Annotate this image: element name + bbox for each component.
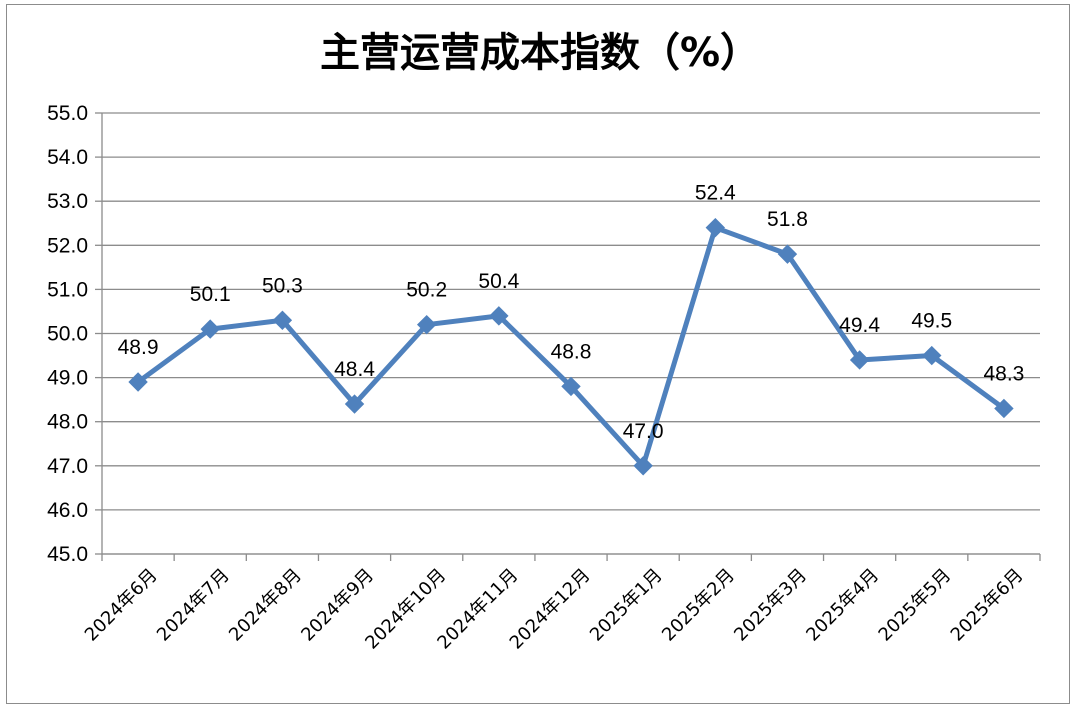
y-tick-label: 48.0 <box>47 411 88 434</box>
data-label: 48.8 <box>551 340 592 363</box>
data-label: 47.0 <box>623 420 664 443</box>
data-point-marker <box>705 217 726 238</box>
x-tick-label: 2025年1月 <box>586 565 667 646</box>
x-tick-label: 2025年2月 <box>658 565 739 646</box>
data-point-marker <box>994 398 1014 419</box>
data-point-marker <box>849 350 870 370</box>
data-point-marker <box>777 244 798 264</box>
data-point-marker <box>128 372 148 392</box>
data-label: 48.9 <box>118 336 159 359</box>
chart-title: 主营运营成本指数（%） <box>320 30 760 76</box>
y-tick-label: 45.0 <box>47 543 88 566</box>
data-label: 50.2 <box>406 279 447 302</box>
x-tick-label: 2025年3月 <box>730 565 811 646</box>
data-label: 51.8 <box>767 208 808 231</box>
x-tick-label: 2024年7月 <box>153 565 234 646</box>
data-point-marker <box>489 306 509 326</box>
data-point-marker <box>922 345 942 366</box>
y-tick-label: 49.0 <box>47 367 88 390</box>
data-label: 52.4 <box>695 182 736 205</box>
y-tick-label: 55.0 <box>47 102 88 125</box>
y-tick-label: 54.0 <box>47 146 88 169</box>
x-tick-label: 2024年8月 <box>225 565 306 646</box>
y-tick-label: 53.0 <box>47 190 88 213</box>
data-label: 50.4 <box>478 270 519 293</box>
data-label: 50.1 <box>190 283 231 306</box>
y-tick-label: 47.0 <box>47 455 88 478</box>
data-point-marker <box>344 394 365 414</box>
data-label: 48.3 <box>983 362 1024 385</box>
x-tick-label: 2024年6月 <box>81 565 162 646</box>
data-label: 49.5 <box>911 310 952 333</box>
data-label: 49.4 <box>839 314 880 337</box>
y-tick-label: 46.0 <box>47 499 88 522</box>
y-tick-label: 51.0 <box>47 278 88 301</box>
data-label: 50.3 <box>262 274 303 297</box>
y-tick-label: 52.0 <box>47 234 88 257</box>
data-point-marker <box>561 376 581 397</box>
data-label: 48.4 <box>334 358 375 381</box>
data-point-marker <box>272 310 293 330</box>
x-tick-label: 2025年6月 <box>947 565 1028 646</box>
y-tick-label: 50.0 <box>47 323 88 346</box>
x-tick-label: 2025年4月 <box>802 565 883 646</box>
data-point-marker <box>633 456 653 476</box>
x-tick-label: 2025年5月 <box>875 565 956 646</box>
data-point-marker <box>200 319 220 339</box>
data-point-marker <box>416 314 437 335</box>
